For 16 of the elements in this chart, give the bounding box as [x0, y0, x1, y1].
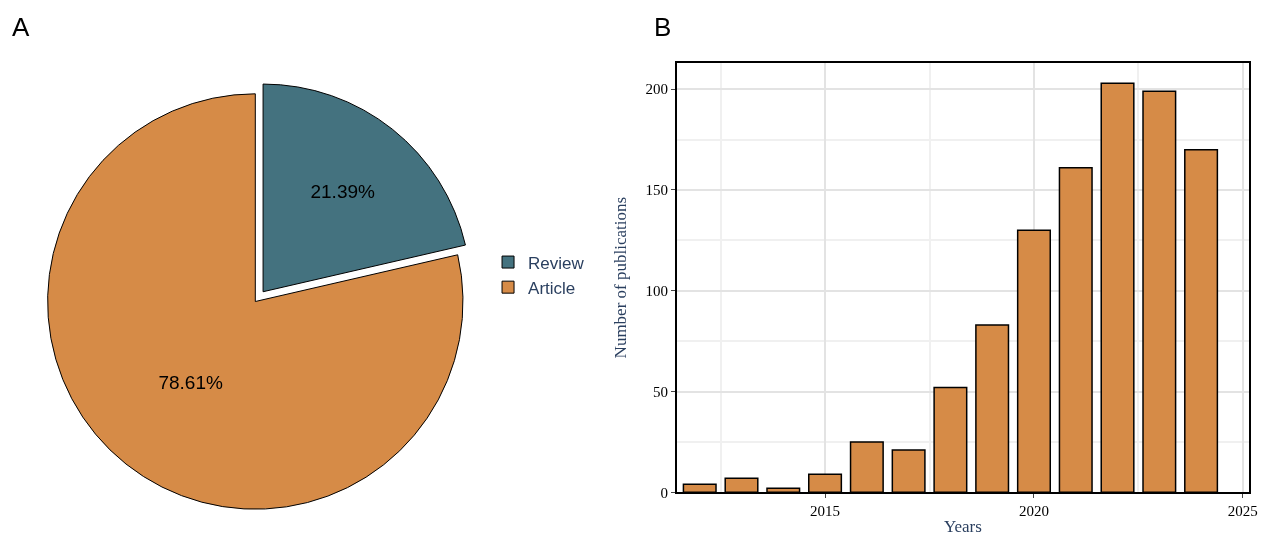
y-tick-label: 0 [660, 484, 668, 501]
y-tick-label: 100 [645, 283, 668, 299]
text: A [12, 12, 30, 42]
x-tick-label: 2015 [810, 503, 841, 520]
x-axis-title: Years [943, 516, 982, 536]
y-tick-label: 50 [652, 383, 668, 400]
legend-label: Article [528, 278, 576, 298]
x-tick-label: 2025 [1227, 503, 1258, 520]
y-tick-label: 200 [645, 81, 668, 98]
text: B [654, 12, 672, 42]
y-axis-title: Number of publications [610, 196, 630, 359]
legend-label: Review [528, 253, 585, 273]
y-tick-label: 150 [645, 182, 668, 199]
x-tick-label: 2020 [1018, 503, 1049, 520]
data-label: 21.39% [310, 181, 376, 203]
data-label: 78.61% [158, 372, 223, 394]
